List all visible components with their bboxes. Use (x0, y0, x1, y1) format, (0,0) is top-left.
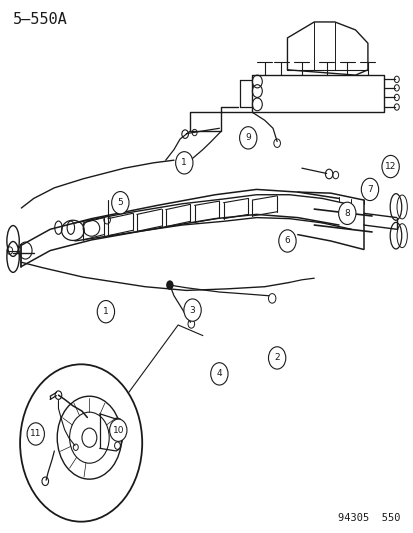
Circle shape (175, 152, 192, 174)
Text: 6: 6 (284, 237, 290, 246)
Text: 94305  550: 94305 550 (337, 513, 400, 523)
Text: 3: 3 (189, 305, 195, 314)
Circle shape (210, 363, 228, 385)
Text: 1: 1 (103, 307, 109, 316)
Text: 5–550A: 5–550A (13, 12, 68, 27)
Circle shape (268, 347, 285, 369)
Text: 4: 4 (216, 369, 222, 378)
Text: 12: 12 (384, 162, 395, 171)
Circle shape (338, 202, 355, 224)
Text: 2: 2 (274, 353, 279, 362)
Text: 1: 1 (181, 158, 187, 167)
Circle shape (278, 230, 295, 252)
Circle shape (239, 127, 256, 149)
Circle shape (361, 178, 378, 200)
Text: 7: 7 (366, 185, 372, 194)
Circle shape (112, 191, 129, 214)
Circle shape (97, 301, 114, 323)
Circle shape (381, 156, 398, 177)
Circle shape (20, 365, 142, 522)
Circle shape (109, 419, 127, 441)
Text: 5: 5 (117, 198, 123, 207)
Text: 11: 11 (30, 430, 41, 439)
Text: 10: 10 (112, 426, 124, 435)
Circle shape (183, 299, 201, 321)
Text: 8: 8 (344, 209, 349, 218)
Circle shape (27, 423, 44, 445)
Circle shape (166, 280, 173, 290)
Text: 9: 9 (245, 133, 251, 142)
